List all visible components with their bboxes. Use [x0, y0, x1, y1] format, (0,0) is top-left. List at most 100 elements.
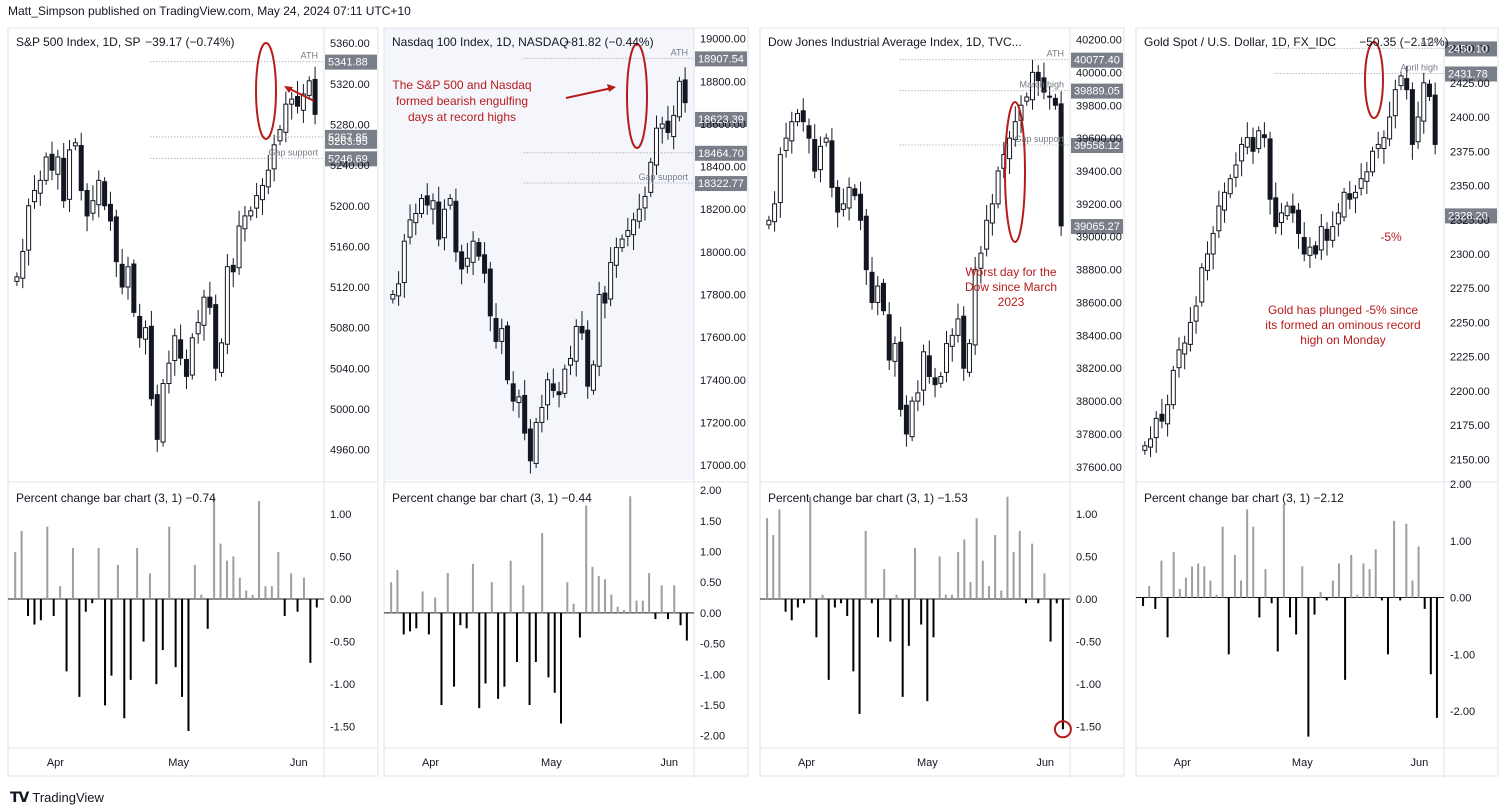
candle-body	[487, 268, 493, 317]
candle-body	[55, 156, 61, 175]
candle-body	[43, 156, 49, 181]
candle-body	[875, 285, 881, 303]
candle-body	[642, 195, 648, 209]
candle-body	[1324, 228, 1330, 241]
candle-body	[984, 219, 990, 250]
chart-pane-3	[759, 27, 1125, 778]
price-tag	[325, 151, 377, 167]
candle-body	[766, 219, 772, 226]
candle-body	[14, 276, 20, 282]
price-tag	[695, 145, 747, 161]
level-label: ATH	[1421, 37, 1438, 47]
y-tick-label: 5240.00	[330, 160, 370, 172]
candle-body	[880, 282, 886, 312]
candle-body	[306, 80, 312, 96]
candle-body	[504, 325, 510, 381]
candle-body	[613, 247, 619, 266]
chart-pane-4	[1135, 27, 1499, 778]
y-tick-label: 39600.00	[1076, 133, 1122, 145]
price-tag	[325, 54, 377, 70]
publisher-header: Matt_Simpson published on TradingView.co…	[8, 4, 411, 18]
candle-body	[795, 112, 801, 123]
candle-body	[90, 200, 96, 214]
annotation-arrow	[287, 87, 315, 102]
x-tick-label: Apr	[1174, 757, 1191, 769]
candle-body	[178, 339, 184, 359]
candle-body	[1216, 205, 1222, 232]
candle-body	[966, 343, 972, 373]
y-tick-label: 5360.00	[330, 38, 370, 50]
candle-body	[1398, 75, 1404, 87]
footer-brand[interactable]: TradingView	[32, 790, 104, 805]
tradingview-logo-icon[interactable]: 𝗧𝗩	[10, 789, 29, 805]
candle-body	[154, 394, 160, 440]
price-tag-label: 2450.10	[1448, 43, 1488, 55]
y-tick-label: 2175.00	[1450, 420, 1490, 432]
y-tick-label: 37800.00	[1076, 429, 1122, 441]
candle-body	[1007, 137, 1013, 160]
y-tick-label: 39800.00	[1076, 100, 1122, 112]
annotation-text: Dow since March	[965, 280, 1057, 294]
annotation-text: Worst day for the	[965, 265, 1056, 279]
pane-frame	[7, 27, 379, 777]
candle-body	[1170, 369, 1176, 406]
price-tag	[695, 111, 747, 127]
candle-body	[1278, 212, 1284, 224]
price-tag	[1071, 138, 1123, 154]
candle-body	[556, 391, 562, 396]
candle-body	[995, 170, 1001, 205]
x-tick-label: Jun	[1036, 757, 1054, 769]
y-tick-label: 18400.00	[700, 162, 746, 174]
record-high-ellipse	[626, 43, 648, 149]
candle-body	[579, 325, 585, 334]
candle-body	[1012, 121, 1018, 140]
candle-body	[1159, 413, 1165, 422]
candle-body	[783, 137, 789, 151]
candle-body	[846, 186, 852, 209]
candle-body	[37, 179, 43, 194]
price-tag	[1071, 52, 1123, 68]
candle-body	[436, 201, 442, 240]
candle-body	[213, 304, 219, 369]
y-tick-label: 2375.00	[1450, 146, 1490, 158]
candle-body	[972, 269, 978, 346]
candle-body	[568, 357, 574, 366]
candle-body	[550, 383, 556, 391]
candle-body	[295, 95, 301, 107]
candle-body	[1153, 417, 1159, 439]
candle-body	[1364, 171, 1370, 182]
candle-body	[1370, 150, 1376, 173]
y-tick-label: 2275.00	[1450, 283, 1490, 295]
candle-body	[527, 428, 533, 462]
candle-body	[835, 186, 841, 213]
candle-body	[1296, 209, 1302, 234]
candle-body	[955, 318, 961, 336]
record-high-ellipse	[255, 42, 277, 140]
candle-body	[653, 127, 659, 166]
y-tick-label: 37600.00	[1076, 462, 1122, 474]
y-tick-label: 40000.00	[1076, 67, 1122, 79]
candle-body	[396, 283, 402, 297]
price-tag-label: 18623.39	[698, 114, 744, 126]
candle-body	[1387, 116, 1393, 140]
candle-body	[1250, 137, 1256, 152]
price-tag	[695, 51, 747, 67]
candle-body	[665, 120, 671, 133]
y-tick-label: 18600.00	[700, 119, 746, 131]
candle-body	[961, 315, 967, 369]
candle-body	[195, 322, 201, 335]
candle-body	[137, 315, 143, 339]
candle-body	[1058, 103, 1064, 227]
y-tick-label: -1.50	[1076, 722, 1101, 734]
candle-body	[61, 157, 67, 202]
y-tick-label: 2350.00	[1450, 181, 1490, 193]
y-tick-label: -1.00	[700, 669, 725, 681]
candle-body	[482, 254, 488, 274]
chart-title: Gold Spot / U.S. Dollar, 1D, FX_IDC	[1144, 35, 1336, 49]
y-tick-label: 1.00	[330, 509, 351, 521]
candle-body	[72, 142, 78, 147]
candle-body	[1352, 191, 1358, 199]
candle-body	[789, 121, 795, 142]
candle-body	[676, 80, 682, 118]
